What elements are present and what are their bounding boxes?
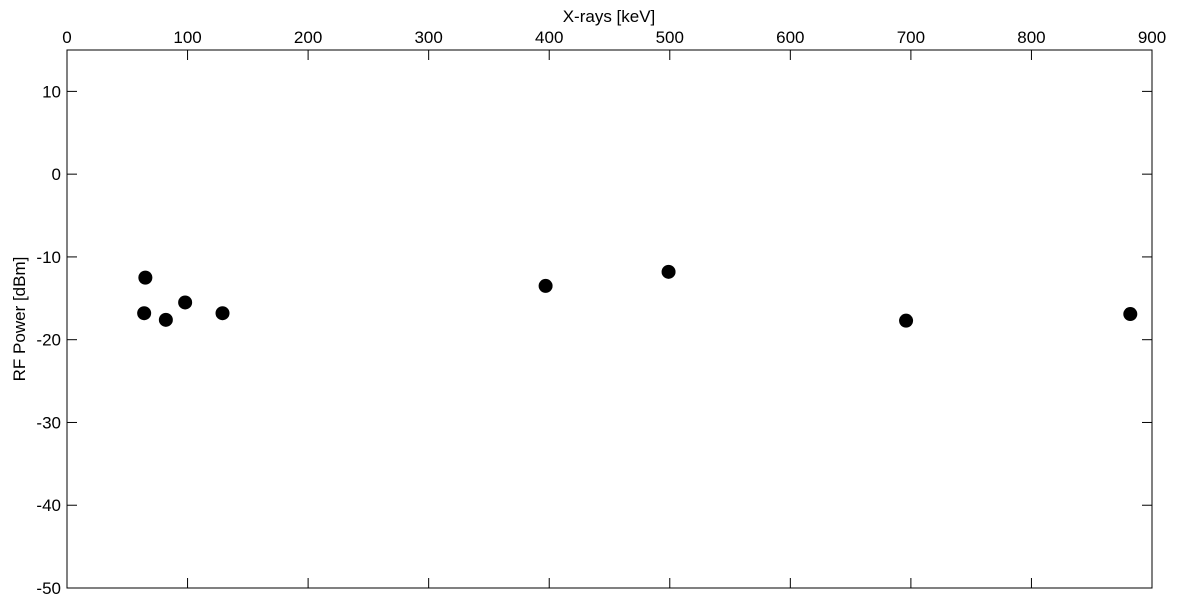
x-tick-label: 700 [897,28,925,47]
x-tick-labels: 0 100 200 300 400 500 600 700 800 900 [62,28,1166,47]
data-points [137,264,1138,328]
x-tick-label: 300 [414,28,442,47]
x-tick-label: 500 [656,28,684,47]
data-point [137,306,152,321]
x-tick-label: 100 [173,28,201,47]
plot-frame [66,49,1153,589]
data-point [178,295,193,310]
y-tick-labels: -50 -40 -30 -20 -10 0 10 [36,82,61,598]
x-tick-label: 900 [1138,28,1166,47]
y-tick-label: -50 [36,579,61,598]
data-point [538,278,553,293]
x-tick-label: 0 [62,28,71,47]
x-tick-label: 400 [535,28,563,47]
data-point [215,306,230,321]
y-tick-label: -30 [36,413,61,432]
x-tick-label: 600 [776,28,804,47]
y-tick-label: 10 [42,82,61,101]
data-point [158,312,173,327]
x-tick-label: 800 [1017,28,1045,47]
x-axis-label: X-rays [keV] [563,7,656,26]
y-tick-label: -20 [36,331,61,350]
data-point [138,270,153,285]
data-point [899,313,914,328]
y-tick-label: 0 [52,165,61,184]
data-point [1123,307,1138,322]
y-tick-label: -40 [36,496,61,515]
data-point [661,264,676,279]
y-tick-label: -10 [36,248,61,267]
x-tick-label: 200 [294,28,322,47]
y-axis-label: RF Power [dBm] [10,257,29,382]
axis-ticks [66,50,1153,589]
